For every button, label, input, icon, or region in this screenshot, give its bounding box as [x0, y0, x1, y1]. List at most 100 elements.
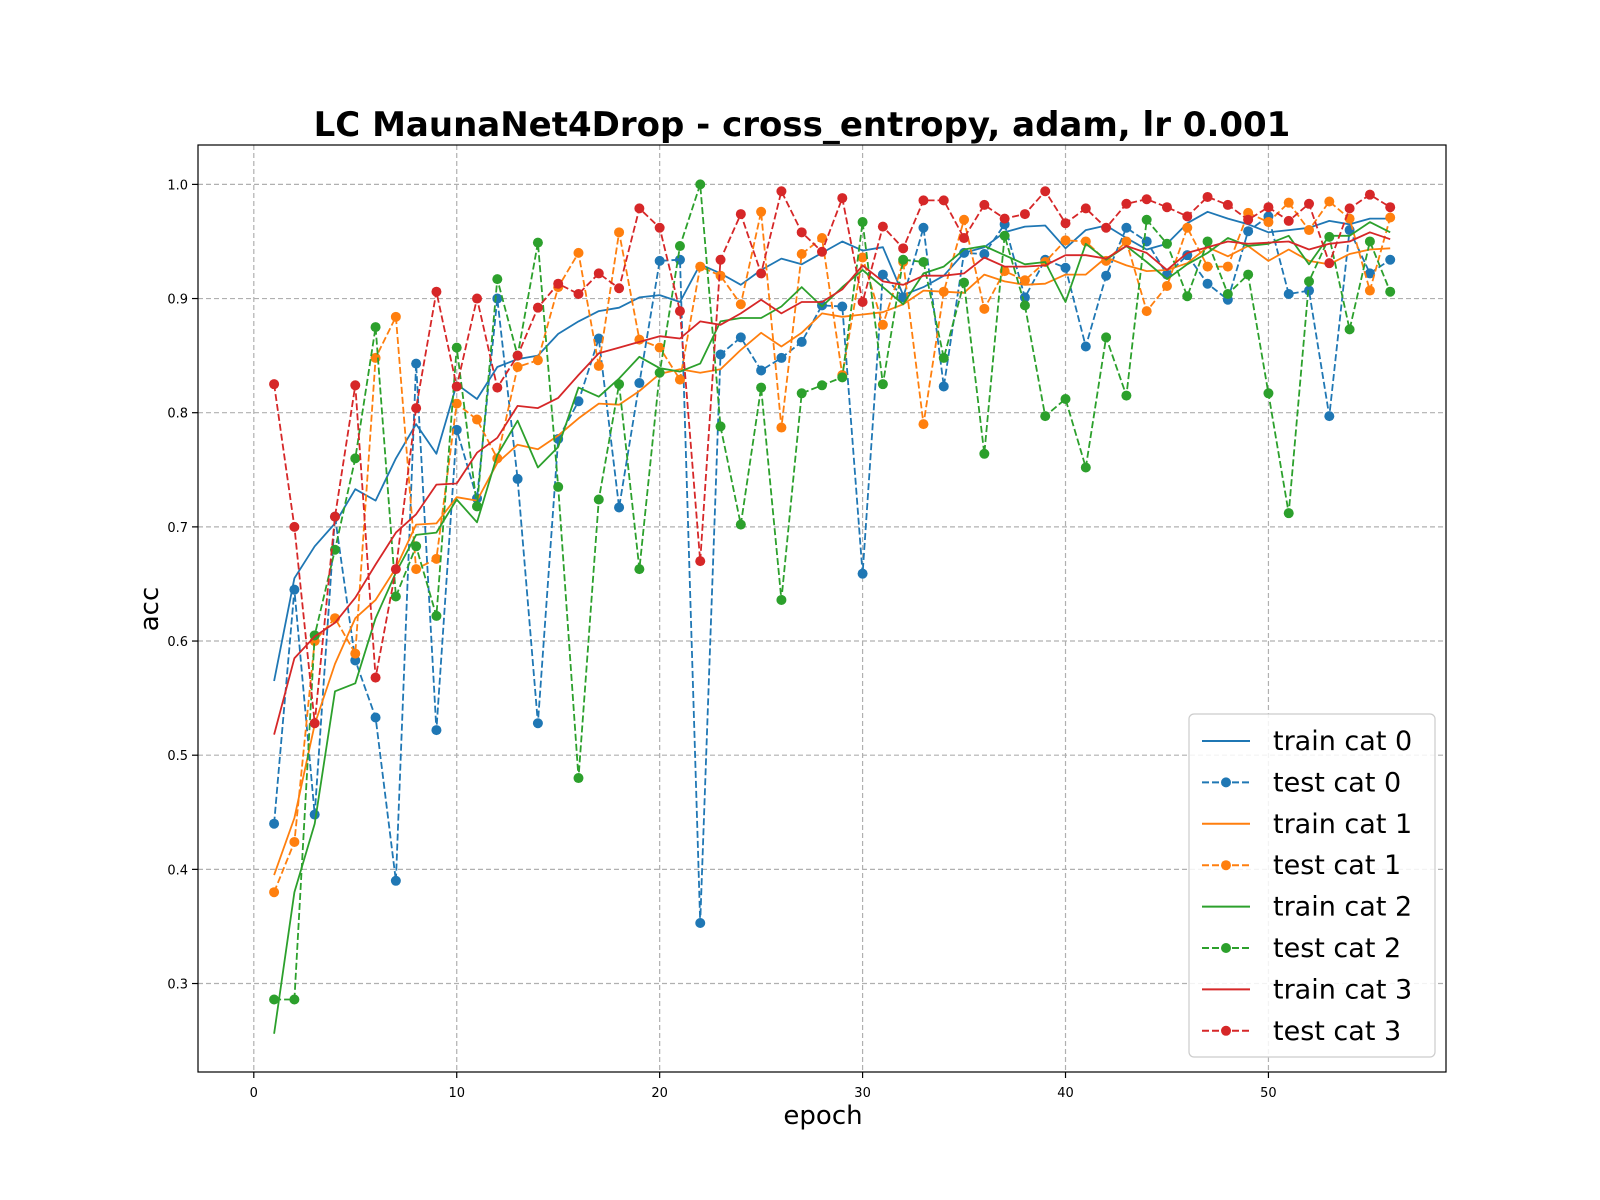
legend-label-train-cat-0: train cat 0: [1273, 726, 1412, 757]
data-point-test-cat-3: [918, 195, 929, 206]
data-point-test-cat-1: [289, 836, 300, 847]
data-point-test-cat-3: [735, 209, 746, 220]
data-point-test-cat-0: [654, 255, 665, 266]
legend-marker-test-cat-3: [1221, 1025, 1231, 1036]
data-point-test-cat-2: [1040, 411, 1051, 422]
data-point-test-cat-1: [756, 206, 767, 217]
data-point-test-cat-0: [1324, 411, 1335, 422]
data-point-test-cat-3: [370, 672, 381, 683]
plot-series: [269, 179, 1396, 1034]
data-point-test-cat-0: [938, 381, 949, 392]
x-tick-label: 0: [250, 1086, 258, 1101]
data-point-test-cat-2: [1101, 332, 1112, 343]
y-tick-label: 0.8: [167, 407, 188, 422]
data-point-test-cat-3: [674, 306, 685, 317]
data-point-test-cat-0: [857, 568, 868, 579]
data-point-test-cat-3: [796, 227, 807, 238]
data-point-test-cat-3: [1182, 211, 1193, 222]
data-point-test-cat-3: [1243, 214, 1254, 225]
data-point-test-cat-3: [1121, 198, 1132, 209]
data-point-test-cat-3: [1324, 258, 1335, 269]
legend-label-train-cat-1: train cat 1: [1273, 809, 1412, 840]
data-point-test-cat-0: [370, 712, 381, 723]
data-point-test-cat-1: [735, 299, 746, 310]
data-point-test-cat-3: [1385, 202, 1396, 213]
data-point-test-cat-3: [269, 379, 280, 390]
x-axis-label: epoch: [783, 1101, 862, 1131]
data-point-test-cat-3: [1060, 218, 1071, 229]
data-point-test-cat-3: [451, 381, 462, 392]
data-point-test-cat-1: [269, 887, 280, 898]
data-point-test-cat-3: [776, 186, 787, 197]
data-point-test-cat-3: [938, 195, 949, 206]
y-axis-label: acc: [135, 587, 165, 632]
data-point-test-cat-2: [1385, 286, 1396, 297]
data-point-test-cat-2: [1283, 508, 1294, 519]
data-point-test-cat-0: [735, 332, 746, 343]
data-point-test-cat-2: [999, 230, 1010, 241]
data-point-test-cat-0: [796, 336, 807, 347]
data-point-test-cat-0: [776, 352, 787, 363]
plot-frame: [197, 144, 1447, 1073]
data-point-test-cat-3: [1304, 198, 1315, 209]
data-point-test-cat-0: [1243, 226, 1254, 237]
data-point-test-cat-0: [532, 718, 543, 729]
series-line-train-cat-2: [273, 221, 1391, 1034]
data-point-test-cat-1: [411, 564, 422, 575]
data-point-test-cat-1: [1324, 196, 1335, 207]
data-point-test-cat-0: [918, 222, 929, 233]
data-point-test-cat-2: [390, 591, 401, 602]
data-point-test-cat-3: [695, 556, 706, 567]
series-line-train-cat-3: [273, 231, 1391, 735]
data-point-test-cat-2: [1222, 288, 1233, 299]
chart-title: LC MaunaNet4Drop - cross_entropy, adam, …: [314, 105, 1291, 145]
data-point-test-cat-1: [918, 419, 929, 430]
data-point-test-cat-3: [573, 288, 584, 299]
data-point-test-cat-2: [1243, 269, 1254, 280]
data-point-test-cat-2: [634, 564, 645, 575]
data-point-test-cat-3: [877, 221, 888, 232]
data-point-test-cat-2: [532, 237, 543, 248]
data-point-test-cat-1: [1080, 236, 1091, 247]
y-tick-label: 0.4: [167, 863, 188, 878]
data-point-test-cat-1: [1121, 236, 1132, 247]
data-point-test-cat-2: [1121, 390, 1132, 401]
data-point-test-cat-2: [614, 379, 625, 390]
data-point-test-cat-2: [593, 494, 604, 505]
data-point-test-cat-2: [938, 352, 949, 363]
data-point-test-cat-3: [1344, 203, 1355, 214]
data-point-test-cat-2: [431, 610, 442, 621]
data-point-test-cat-0: [573, 396, 584, 407]
data-point-test-cat-1: [532, 355, 543, 366]
data-point-test-cat-0: [512, 473, 523, 484]
x-tick-label: 50: [1260, 1086, 1277, 1101]
data-point-test-cat-0: [715, 349, 726, 360]
data-point-test-cat-3: [1364, 189, 1375, 200]
data-point-test-cat-0: [451, 424, 462, 435]
data-point-test-cat-2: [553, 481, 564, 492]
data-point-test-cat-1: [979, 303, 990, 314]
data-point-test-cat-0: [877, 269, 888, 280]
data-point-test-cat-2: [959, 277, 970, 288]
series-line-train-cat-1: [273, 245, 1391, 876]
data-point-test-cat-3: [1222, 199, 1233, 210]
data-point-test-cat-2: [1263, 388, 1274, 399]
data-point-test-cat-3: [715, 254, 726, 265]
data-point-test-cat-2: [715, 421, 726, 432]
data-point-test-cat-1: [817, 233, 827, 244]
data-point-test-cat-2: [492, 274, 503, 285]
x-tick-label: 40: [1057, 1086, 1074, 1101]
data-point-test-cat-3: [1263, 202, 1274, 213]
data-point-test-cat-1: [451, 398, 462, 409]
data-point-test-cat-2: [1161, 238, 1172, 249]
data-point-test-cat-0: [1364, 268, 1375, 279]
legend-marker-test-cat-2: [1221, 943, 1231, 953]
data-point-test-cat-1: [573, 247, 584, 258]
data-point-test-cat-2: [573, 773, 584, 784]
data-point-test-cat-1: [877, 319, 888, 330]
data-point-test-cat-2: [756, 382, 767, 393]
data-point-test-cat-3: [857, 296, 868, 307]
y-tick-label: 0.9: [167, 293, 188, 308]
data-point-test-cat-3: [634, 203, 645, 214]
data-point-test-cat-1: [1161, 280, 1172, 291]
